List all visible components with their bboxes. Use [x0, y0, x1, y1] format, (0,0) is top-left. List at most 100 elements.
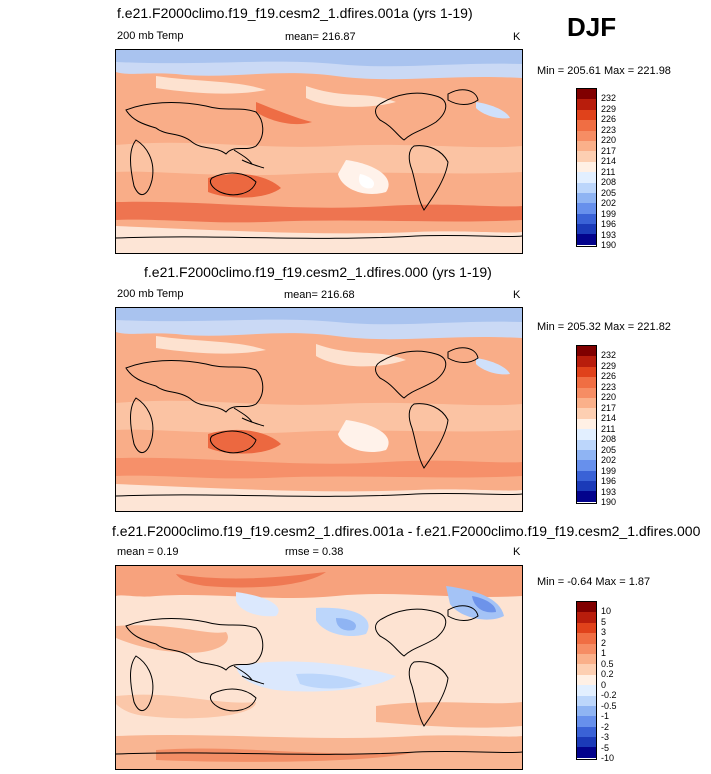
colorbar-level-label: 199: [601, 465, 617, 476]
colorbar-swatch: [577, 737, 596, 748]
colorbar-swatch: [577, 747, 596, 758]
colorbar-swatch: [577, 130, 596, 141]
panel-2-map: [115, 307, 523, 512]
colorbar-level-label: 220: [601, 392, 617, 402]
colorbar-level-label: 205: [601, 187, 617, 198]
panel-2-units-label: K: [513, 289, 521, 301]
colorbar-level-label: 211: [601, 423, 616, 434]
colorbar-swatch: [577, 120, 596, 131]
colorbar-level-label: 196: [601, 219, 617, 229]
colorbar-swatch: [577, 408, 596, 419]
colorbar-level-label: 214: [601, 413, 617, 423]
colorbar-swatch: [577, 449, 596, 461]
colorbar-level-label: 214: [601, 156, 617, 166]
colorbar-level-label: 229: [601, 103, 617, 114]
colorbar-level-label: 232: [601, 350, 617, 360]
colorbar-level-label: -3: [601, 732, 610, 742]
colorbar-level-label: 223: [601, 124, 617, 135]
colorbar-level-label: 1: [601, 648, 607, 658]
colorbar-level-label: 232: [601, 93, 617, 103]
colorbar-swatch: [577, 695, 596, 706]
colorbar-level-label: 217: [601, 145, 617, 156]
colorbar-level-label: 220: [601, 135, 617, 145]
colorbar-swatch: [577, 387, 596, 398]
colorbar-swatch: [577, 602, 596, 613]
colorbar-level-label: 217: [601, 402, 617, 413]
colorbar-level-label: 196: [601, 476, 617, 486]
colorbar-swatch: [577, 109, 596, 121]
colorbar-level-label: 190: [601, 240, 617, 250]
panel-1-mean-label: mean= 216.87: [285, 31, 356, 43]
colorbar-swatch: [577, 633, 596, 644]
colorbar-swatch: [577, 377, 596, 388]
colorbar-level-label: -10: [601, 753, 615, 763]
panel-3-title: f.e21.F2000climo.f19_f19.cesm2_1.dfires.…: [112, 523, 701, 539]
colorbar-swatch: [577, 481, 596, 492]
colorbar-swatch: [577, 203, 596, 214]
colorbar-level-label: 193: [601, 486, 617, 497]
colorbar-swatch: [577, 716, 596, 727]
colorbar-level-label: 223: [601, 381, 617, 392]
colorbar-swatch: [577, 356, 596, 367]
colorbar-level-label: 3: [601, 627, 607, 637]
panel-3-units-label: K: [513, 546, 521, 558]
panel-2-mean-label: mean= 216.68: [284, 289, 355, 301]
colorbar-swatch: [577, 726, 596, 738]
colorbar-level-label: -1: [601, 711, 610, 721]
colorbar-swatch: [577, 470, 596, 482]
colorbar-level-label: 2: [601, 637, 607, 648]
colorbar-swatch: [577, 89, 596, 100]
colorbar-swatch: [577, 439, 596, 450]
colorbar-swatch: [577, 234, 596, 245]
colorbar-level-label: 199: [601, 208, 617, 219]
colorbar-swatch: [577, 192, 596, 204]
colorbar-swatch: [577, 674, 596, 686]
panel-2-minmax-label: Min = 205.32 Max = 221.82: [537, 321, 671, 333]
colorbar-swatch: [577, 643, 596, 654]
colorbar-level-label: 202: [601, 455, 617, 465]
colorbar-level-label: -2: [601, 721, 610, 732]
colorbar-swatch: [577, 460, 596, 471]
panel-1-units-label: K: [513, 31, 521, 43]
season-label: DJF: [567, 12, 617, 42]
panel-2-variable-label: 200 mb Temp: [117, 288, 184, 300]
colorbar-swatch: [577, 99, 596, 110]
colorbar-level-label: -0.2: [601, 690, 617, 700]
colorbar-level-label: -0.5: [601, 700, 617, 711]
colorbar-swatch: [577, 705, 596, 717]
colorbar-swatch: [577, 213, 596, 225]
colorbar-swatch: [577, 418, 596, 430]
colorbar-level-label: 226: [601, 371, 617, 381]
colorbar-level-label: 226: [601, 114, 617, 124]
colorbar-swatch: [577, 140, 596, 152]
panel-2-title: f.e21.F2000climo.f19_f19.cesm2_1.dfires.…: [144, 264, 492, 280]
colorbar-swatch: [577, 182, 596, 193]
colorbar-swatch: [577, 366, 596, 378]
colorbar-level-label: 190: [601, 497, 617, 507]
colorbar-swatch: [577, 151, 596, 162]
colorbar-swatch: [577, 172, 596, 183]
colorbar-level-label: 211: [601, 166, 616, 177]
panel-3-rmse-label: rmse = 0.38: [285, 546, 344, 558]
colorbar-level-label: 205: [601, 444, 617, 455]
panel-3-minmax-label: Min = -0.64 Max = 1.87: [537, 576, 651, 588]
colorbar-swatch: [577, 491, 596, 502]
colorbar-level-label: 5: [601, 616, 607, 627]
colorbar-swatch: [577, 653, 596, 665]
colorbar-swatch: [577, 685, 596, 696]
colorbar-swatch: [577, 397, 596, 409]
colorbar-level-label: -5: [601, 742, 610, 753]
panel-3-mean-label: mean = 0.19: [117, 546, 179, 558]
colorbar-swatch: [577, 161, 596, 173]
panel-1-minmax-label: Min = 205.61 Max = 221.98: [537, 65, 671, 77]
colorbar-level-label: 208: [601, 434, 617, 444]
colorbar-level-label: 0.2: [601, 669, 614, 679]
colorbar-level-label: 229: [601, 360, 617, 371]
colorbar-swatch: [577, 429, 596, 440]
panel-1-map: [115, 49, 523, 254]
colorbar-swatch: [577, 622, 596, 634]
colorbar-level-label: 208: [601, 177, 617, 187]
panel-1-title: f.e21.F2000climo.f19_f19.cesm2_1.dfires.…: [117, 5, 473, 21]
colorbar-level-label: 0.5: [601, 658, 614, 669]
colorbar-swatch: [577, 612, 596, 623]
